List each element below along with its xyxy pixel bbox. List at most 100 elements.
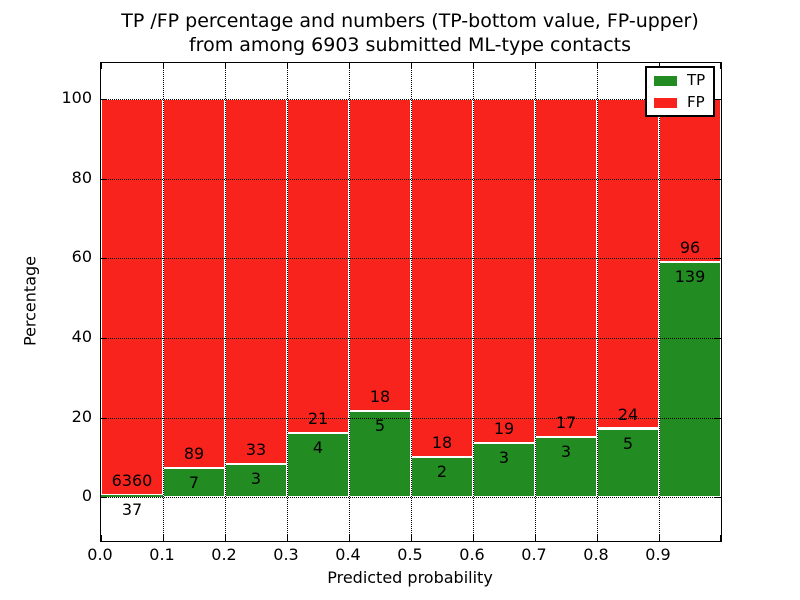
y-tick-label: 100 bbox=[61, 87, 92, 107]
chart-title-line2: from among 6903 submitted ML-type contac… bbox=[188, 34, 632, 56]
legend: TP FP bbox=[645, 66, 716, 117]
y-tick-mark-right bbox=[715, 98, 721, 101]
tp-count-label: 7 bbox=[188, 473, 200, 493]
x-tick-mark-top bbox=[163, 63, 165, 69]
vertical-gridline bbox=[411, 63, 412, 541]
legend-item: FP bbox=[654, 94, 705, 111]
x-tick-mark bbox=[659, 535, 661, 541]
fp-bar-segment bbox=[163, 98, 225, 469]
x-tick-mark bbox=[163, 535, 165, 541]
fp-count-label: 19 bbox=[493, 418, 515, 438]
tp-count-label: 3 bbox=[498, 447, 510, 467]
x-tick-mark bbox=[349, 535, 351, 541]
y-tick-mark bbox=[101, 417, 107, 419]
fp-count-label: 17 bbox=[555, 413, 577, 433]
y-tick-label: 60 bbox=[71, 247, 92, 267]
x-tick-mark-top bbox=[473, 63, 475, 69]
plot-area: 6360 37 89 7 33 3 21 4 18 5 18 2 19 3 17 3 24 5 96 139 bbox=[100, 62, 722, 542]
fp-bar-segment bbox=[597, 98, 659, 429]
x-tick-label: 0.2 bbox=[211, 545, 237, 564]
y-tick-label: 0 bbox=[81, 486, 92, 506]
x-tick-mark bbox=[535, 535, 537, 541]
fp-count-label: 89 bbox=[183, 444, 205, 464]
x-tick-mark bbox=[597, 535, 599, 541]
x-tick-mark-top bbox=[349, 63, 351, 69]
x-axis-label: Predicted probability bbox=[327, 568, 493, 587]
fp-count-label: 6360 bbox=[111, 470, 153, 490]
legend-label: FP bbox=[687, 93, 705, 111]
x-tick-label: 0.5 bbox=[397, 545, 423, 564]
fp-bar-segment bbox=[225, 98, 287, 464]
y-tick-mark-right bbox=[715, 258, 721, 260]
x-tick-mark-top bbox=[101, 63, 103, 69]
tp-bar-segment bbox=[101, 494, 163, 498]
x-tick-mark bbox=[101, 535, 103, 541]
x-tick-label: 0.4 bbox=[335, 545, 361, 564]
x-tick-label: 0.8 bbox=[583, 545, 609, 564]
x-tick-label: 0.1 bbox=[149, 545, 175, 564]
fp-legend-swatch bbox=[654, 97, 677, 108]
x-tick-mark bbox=[719, 535, 721, 541]
legend-label: TP bbox=[687, 71, 706, 89]
fp-count-label: 18 bbox=[369, 386, 391, 406]
vertical-gridline bbox=[535, 63, 536, 541]
x-tick-label: 0.6 bbox=[459, 545, 485, 564]
x-tick-mark bbox=[411, 535, 413, 541]
y-tick-mark-right bbox=[715, 337, 721, 340]
y-tick-mark bbox=[101, 178, 107, 180]
tp-count-label: 5 bbox=[374, 415, 386, 435]
y-tick-label: 80 bbox=[71, 167, 92, 187]
tp-count-label: 139 bbox=[674, 266, 706, 286]
fp-bar-segment bbox=[473, 98, 535, 443]
tp-count-label: 5 bbox=[622, 433, 634, 453]
fp-bar-segment bbox=[659, 98, 721, 262]
chart-title: TP /FP percentage and numbers (TP-bottom… bbox=[100, 9, 720, 57]
x-tick-mark-top bbox=[411, 63, 413, 69]
chart-title-line1: TP /FP percentage and numbers (TP-bottom… bbox=[121, 10, 699, 32]
x-tick-mark bbox=[225, 535, 227, 541]
x-tick-mark bbox=[473, 535, 475, 541]
vertical-gridline bbox=[163, 63, 164, 541]
fp-count-label: 18 bbox=[431, 433, 453, 453]
vertical-gridline bbox=[287, 63, 288, 541]
fp-bar-segment bbox=[349, 98, 411, 411]
y-tick-mark bbox=[101, 258, 107, 260]
x-tick-mark-top bbox=[719, 63, 721, 69]
vertical-gridline bbox=[473, 63, 474, 541]
tp-bar-segment bbox=[225, 463, 287, 498]
fp-bar-segment bbox=[535, 98, 597, 438]
x-tick-label: 0.9 bbox=[645, 545, 671, 564]
x-tick-mark-top bbox=[225, 63, 227, 69]
fp-count-label: 21 bbox=[307, 409, 329, 429]
fp-bar-segment bbox=[287, 98, 349, 434]
vertical-gridline bbox=[659, 63, 660, 541]
y-tick-label: 20 bbox=[71, 406, 92, 426]
tp-count-label: 4 bbox=[312, 438, 324, 458]
y-tick-mark-right bbox=[715, 417, 721, 419]
tp-bar-segment bbox=[287, 433, 349, 498]
vertical-gridline bbox=[597, 63, 598, 541]
y-tick-label: 40 bbox=[71, 326, 92, 346]
x-tick-mark-top bbox=[535, 63, 537, 69]
x-tick-label: 0.0 bbox=[87, 545, 113, 564]
tp-count-label: 3 bbox=[250, 468, 262, 488]
tp-count-label: 3 bbox=[560, 442, 572, 462]
tp-count-label: 37 bbox=[121, 499, 143, 519]
y-tick-mark-right bbox=[715, 178, 721, 180]
y-tick-mark bbox=[101, 497, 107, 499]
x-tick-mark bbox=[287, 535, 289, 541]
fp-bar-segment bbox=[101, 98, 163, 495]
fp-count-label: 96 bbox=[679, 237, 701, 257]
x-tick-mark-top bbox=[287, 63, 289, 69]
x-tick-mark-top bbox=[597, 63, 599, 69]
y-tick-mark bbox=[101, 98, 107, 101]
tp-legend-swatch bbox=[654, 75, 677, 86]
tp-count-label: 2 bbox=[436, 462, 448, 482]
vertical-gridline bbox=[349, 63, 350, 541]
legend-item: TP bbox=[654, 72, 705, 89]
y-tick-mark bbox=[101, 337, 107, 340]
fp-count-label: 24 bbox=[617, 404, 639, 424]
fp-bar-segment bbox=[411, 98, 473, 458]
x-tick-label: 0.7 bbox=[521, 545, 547, 564]
